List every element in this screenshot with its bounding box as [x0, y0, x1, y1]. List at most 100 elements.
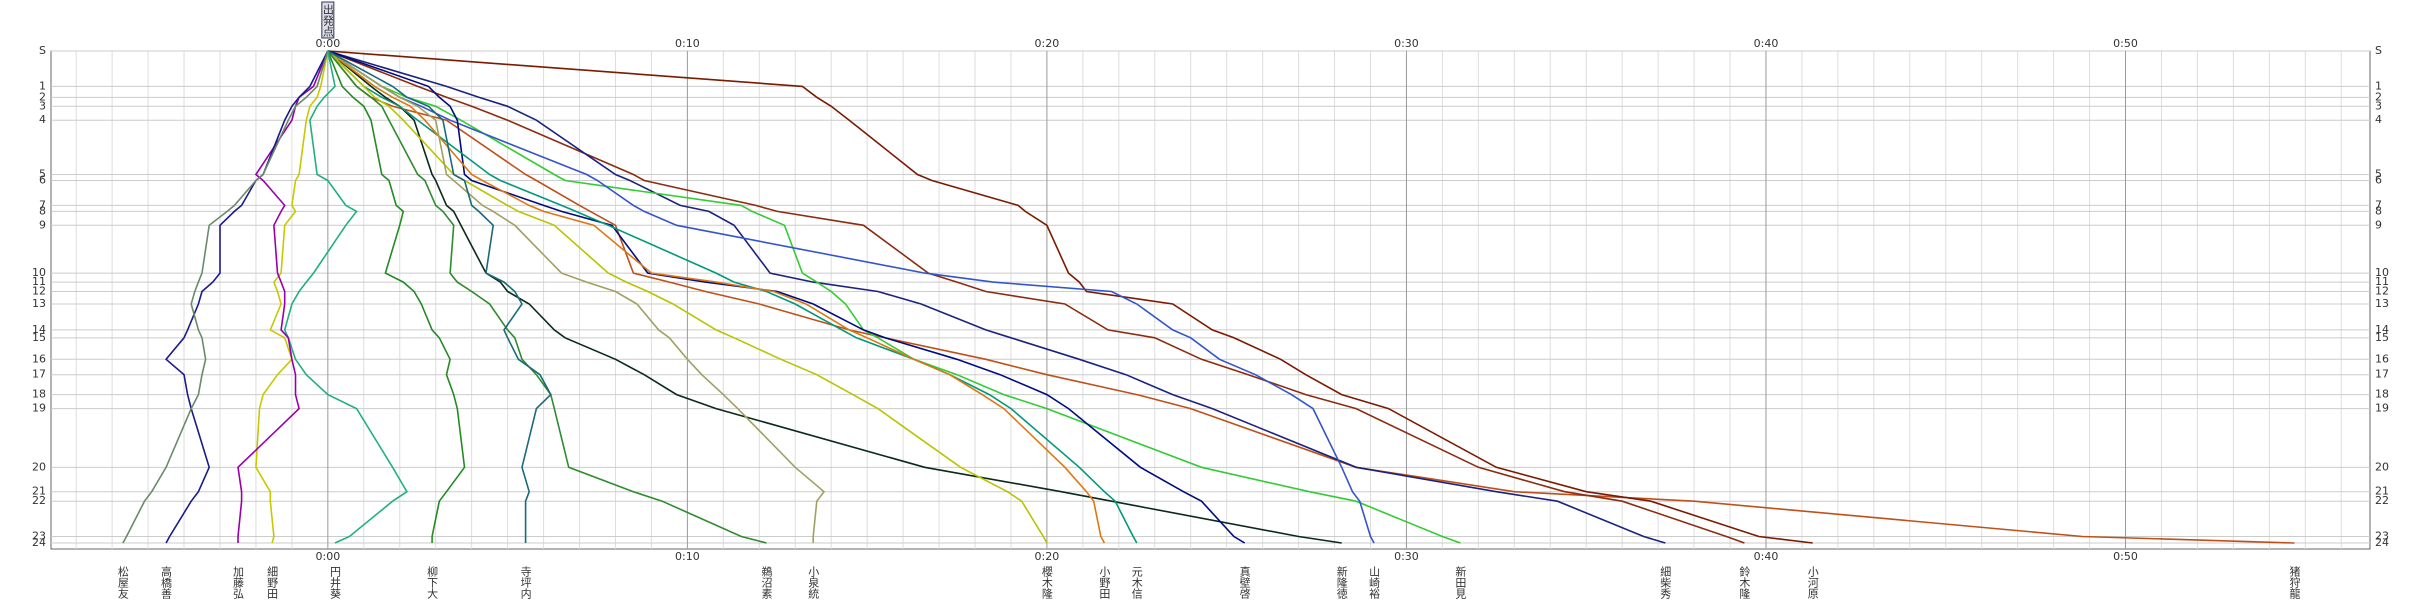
series-line [327, 50, 1461, 544]
x-tick-label: 0:20 [1035, 550, 1060, 563]
x-tick-label: 0:00 [315, 550, 340, 563]
y2-tick-label: 24 [2375, 536, 2389, 549]
y-tick-label: 21 [32, 485, 46, 498]
y-tick-label: S [39, 44, 46, 57]
series-end-label: 高橋善 [160, 565, 173, 600]
y-tick-label: 18 [32, 388, 46, 401]
series-end-label: 元木信 [1130, 566, 1143, 600]
series-line [327, 50, 1813, 544]
y2-tick-label: 6 [2375, 173, 2382, 186]
series-end-label: 細柴秀 [1659, 566, 1672, 599]
series-end-label: 新田見 [1454, 565, 1467, 599]
series-end-label: 小河原 [1806, 566, 1819, 599]
y2-tick-label: 2 [2375, 90, 2382, 103]
series-line [327, 50, 1342, 544]
x-tick-label-top: 0:00 [315, 37, 340, 50]
y-tick-label: 20 [32, 460, 46, 473]
y-tick-label: 23 [32, 530, 46, 543]
series-line [122, 50, 329, 544]
x-tick-label-top: 0:10 [675, 37, 700, 50]
series-line [327, 50, 466, 543]
series-line [327, 50, 1106, 544]
y-tick-label: 12 [32, 285, 46, 298]
y2-tick-label: 4 [2375, 113, 2382, 126]
y2-tick-label: 11 [2375, 275, 2389, 288]
series-line [327, 50, 1246, 544]
y2-tick-label: 16 [2375, 352, 2389, 365]
y2-tick-label: 19 [2375, 402, 2389, 415]
top-label: 出発点 [321, 3, 334, 38]
y-tick-label: 8 [39, 204, 46, 217]
series-end-label: 円井葵 [329, 566, 342, 600]
y-tick-label: 24 [32, 536, 46, 549]
x-tick-label: 0:50 [2113, 550, 2138, 563]
y-tick-label: 17 [32, 368, 46, 381]
y2-tick-label: 22 [2375, 494, 2389, 507]
x-tick-label-top: 0:40 [1754, 37, 1779, 50]
series-end-label: 猪狩龍 [2288, 566, 2301, 600]
series-line [327, 50, 1375, 544]
y-tick-label: 7 [39, 198, 46, 211]
series-line [327, 50, 826, 543]
y2-tick-label: 14 [2375, 323, 2389, 336]
y2-tick-label: 20 [2375, 460, 2389, 473]
series-line [327, 50, 552, 543]
y-tick-label: 19 [32, 402, 46, 415]
series-end-label: 小野田 [1098, 566, 1111, 599]
x-tick-label-top: 0:20 [1035, 37, 1060, 50]
series-end-label: 加藤弘 [231, 566, 244, 599]
series-line [283, 50, 408, 544]
y-tick-label: 11 [32, 275, 46, 288]
y-tick-label: 1 [39, 79, 46, 92]
y-tick-label: 9 [39, 218, 46, 231]
series-end-label: 小泉統 [807, 566, 820, 600]
y-tick-label: 6 [39, 173, 46, 186]
x-tick-label: 0:30 [1394, 550, 1419, 563]
y2-tick-label: 21 [2375, 485, 2389, 498]
series-line [327, 50, 1048, 544]
y-tick-label: 14 [32, 323, 46, 336]
series-line [327, 50, 767, 544]
series-end-label: 柳下大 [426, 565, 439, 599]
y-tick-label: 15 [32, 331, 46, 344]
y2-tick-label: 17 [2375, 368, 2389, 381]
y-tick-label: 13 [32, 297, 46, 310]
series-line [327, 50, 1138, 544]
series-end-label: 鵜沼素 [760, 565, 773, 599]
y2-tick-label: 8 [2375, 204, 2382, 217]
y-tick-label: 4 [39, 113, 46, 126]
y-tick-label: 3 [39, 99, 46, 112]
series-end-label: 鈴木隆 [1738, 565, 1751, 599]
series-line [327, 50, 1666, 544]
x-tick-label: 0:40 [1754, 550, 1779, 563]
y2-tick-label: 15 [2375, 331, 2389, 344]
x-tick-label: 0:10 [675, 550, 700, 563]
series-line [327, 50, 1745, 544]
y2-tick-label: 7 [2375, 198, 2382, 211]
series-line [255, 50, 329, 544]
y-tick-label: 2 [39, 90, 46, 103]
y-tick-label: 5 [39, 168, 46, 181]
y-tick-label: 22 [32, 494, 46, 507]
x-tick-label-top: 0:30 [1394, 37, 1419, 50]
series-end-label: 細野田 [266, 566, 279, 599]
y2-tick-label: 18 [2375, 388, 2389, 401]
x-tick-label-top: 0:50 [2113, 37, 2138, 50]
top-label-box [321, 1, 335, 39]
y2-tick-label: 1 [2375, 79, 2382, 92]
plot-area [50, 50, 2371, 550]
y2-tick-label: 13 [2375, 297, 2389, 310]
y2-tick-label: 12 [2375, 285, 2389, 298]
y2-tick-label: 23 [2375, 530, 2389, 543]
y2-tick-label: 5 [2375, 168, 2382, 181]
series-line [237, 50, 329, 543]
y2-tick-label: 3 [2375, 99, 2382, 112]
series-end-label: 松屋友 [116, 565, 129, 599]
y2-tick-label: 9 [2375, 218, 2382, 231]
series-line [164, 50, 329, 544]
y2-tick-label: S [2375, 44, 2382, 57]
y-tick-label: 16 [32, 352, 46, 365]
series-end-label: 櫻木隆 [1040, 565, 1053, 599]
y-tick-label: 10 [32, 266, 46, 279]
